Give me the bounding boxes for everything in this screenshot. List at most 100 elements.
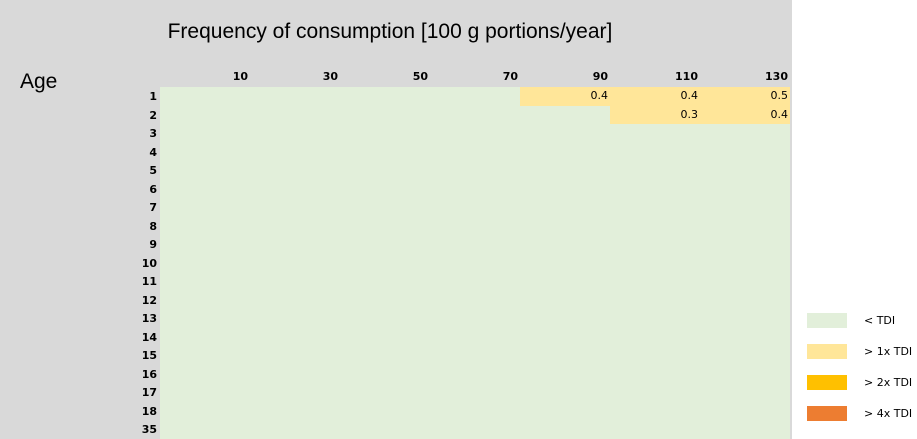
cell (250, 420, 340, 439)
cell (250, 346, 340, 365)
cell (520, 420, 610, 439)
cell (160, 253, 250, 273)
cell (250, 179, 340, 199)
column-header: 70 (502, 70, 518, 83)
cell (250, 327, 340, 347)
cell: 0.4 (520, 87, 610, 106)
cell (160, 216, 250, 236)
cell (430, 179, 520, 199)
cell (700, 327, 790, 347)
column-header: 90 (592, 70, 608, 83)
cell (340, 105, 430, 125)
cell (250, 87, 340, 106)
cell: 0.5 (700, 87, 790, 106)
cell (430, 364, 520, 384)
cell (340, 346, 430, 365)
cell (520, 161, 610, 180)
row-header: 16 (141, 367, 157, 381)
cell (520, 309, 610, 328)
row-header: 6 (149, 182, 157, 196)
cell (430, 87, 520, 106)
cell (430, 327, 520, 347)
row-header: 35 (141, 423, 157, 436)
cell (250, 364, 340, 384)
cell (430, 346, 520, 365)
row-header: 9 (149, 238, 157, 251)
cell (700, 346, 790, 365)
legend-swatch (807, 344, 847, 359)
cell (700, 420, 790, 439)
cell (610, 253, 700, 273)
cell (250, 105, 340, 125)
cell (700, 290, 790, 310)
cell (700, 216, 790, 236)
cell (160, 364, 250, 384)
cell (610, 420, 700, 439)
cell (340, 124, 430, 143)
cell (160, 142, 250, 162)
cell (430, 142, 520, 162)
cell (520, 327, 610, 347)
cell (160, 179, 250, 199)
cell (340, 179, 430, 199)
cell (430, 216, 520, 236)
cell (700, 161, 790, 180)
cell (610, 346, 700, 365)
row-header: 14 (141, 330, 157, 344)
cell (340, 253, 430, 273)
cell: 0.4 (700, 105, 790, 125)
cell (430, 124, 520, 143)
row-header: 13 (141, 312, 157, 325)
cell (430, 253, 520, 273)
cell (700, 272, 790, 291)
row-header: 12 (141, 293, 157, 307)
cell (250, 235, 340, 254)
cell (520, 383, 610, 402)
column-header: 10 (232, 70, 248, 83)
cell (610, 290, 700, 310)
cell (430, 401, 520, 421)
cell (340, 364, 430, 384)
cell (250, 253, 340, 273)
title: Frequency of consumption [100 g portions… (167, 20, 613, 43)
cell (340, 420, 430, 439)
cell (520, 364, 610, 384)
cell (610, 383, 700, 402)
column-header: 110 (675, 70, 698, 83)
cell (520, 198, 610, 217)
row-header: 10 (141, 256, 157, 270)
cell (160, 272, 250, 291)
cell (520, 253, 610, 273)
cell (250, 161, 340, 180)
cell (700, 142, 790, 162)
cell (610, 124, 700, 143)
cell (250, 142, 340, 162)
cell (160, 161, 250, 180)
cell (250, 198, 340, 217)
cell (610, 235, 700, 254)
row-header: 17 (141, 386, 157, 399)
cell (340, 198, 430, 217)
cell (340, 161, 430, 180)
cell (250, 124, 340, 143)
cell (520, 401, 610, 421)
cell (610, 142, 700, 162)
row-header: 3 (149, 127, 157, 140)
legend-label: < TDI (864, 314, 896, 327)
cell (160, 105, 250, 125)
row-header: 18 (141, 404, 157, 418)
cell (250, 309, 340, 328)
legend-label: > 4x TDI (864, 407, 913, 420)
cell (160, 198, 250, 217)
row-header: 2 (149, 108, 157, 122)
cell (340, 235, 430, 254)
cell (700, 401, 790, 421)
cell (430, 290, 520, 310)
cell (520, 216, 610, 236)
legend-swatch (807, 375, 847, 390)
cell (340, 309, 430, 328)
cell (700, 383, 790, 402)
cell: 0.3 (610, 105, 700, 125)
cell (610, 327, 700, 347)
cell (340, 383, 430, 402)
